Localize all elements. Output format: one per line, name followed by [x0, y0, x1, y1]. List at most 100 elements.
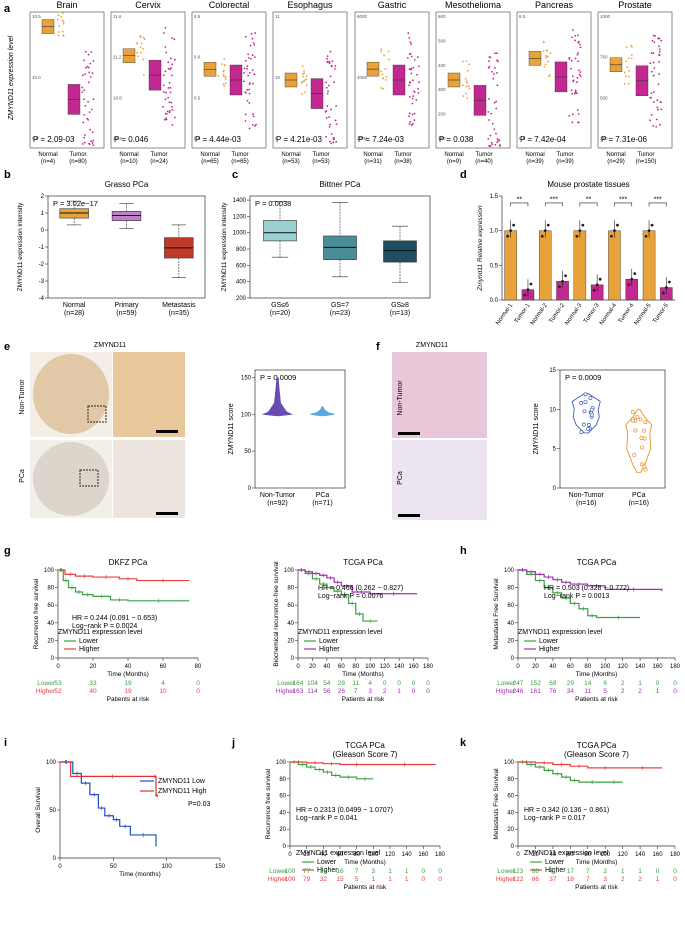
tumor-point — [326, 61, 329, 64]
normal-point — [303, 70, 305, 72]
x-tick-label: 120 — [380, 664, 391, 670]
data-point — [589, 412, 594, 417]
tumor-point — [84, 50, 87, 53]
tumor-point — [335, 105, 338, 107]
tumor-point — [244, 113, 247, 116]
y-tick-label: 0 — [511, 844, 515, 850]
data-point — [643, 420, 648, 425]
x-label-normal: Normal — [363, 152, 382, 158]
chart-title: DKFZ PCa — [109, 558, 148, 567]
group-label: Normal — [63, 302, 86, 309]
legend-title: ZMYND11 expression level — [58, 629, 143, 636]
y-axis-label: ZMYND11 score — [533, 403, 540, 454]
survival-curve-high — [58, 569, 190, 582]
legend-label-low: ZMYND11 Low — [158, 778, 206, 785]
panel-f-stain-label: ZMYND11 — [416, 342, 448, 349]
ihc-nontumor-zoom — [113, 352, 185, 437]
y-tick-label: 1200 — [233, 214, 247, 220]
tumor-point — [252, 42, 255, 44]
x-tick-label: 120 — [385, 852, 396, 858]
tumor-point — [164, 46, 167, 48]
normal-point — [136, 42, 139, 45]
panel-letter-i: i — [4, 737, 7, 749]
risk-count-low: 1 — [405, 868, 409, 875]
tumor-point — [653, 101, 655, 103]
axis-tick-label: 250 — [600, 136, 608, 141]
normal-point — [222, 70, 225, 73]
tumor-point — [83, 136, 85, 139]
tumor-point — [487, 98, 490, 100]
risk-row-label-low: Lower — [497, 868, 516, 875]
panel-f-row1-label: Non-Tumor — [397, 380, 404, 416]
chart-title: Mouse prostate tissues — [547, 180, 629, 189]
y-tick-label: 15 — [549, 368, 556, 374]
normal-point — [302, 75, 304, 78]
x-tick-label: 160 — [653, 852, 664, 858]
y-tick-label: 0 — [283, 844, 287, 850]
tumor-point — [325, 116, 328, 119]
tumor-point — [408, 112, 411, 115]
tumor-point — [577, 52, 580, 54]
data-point — [583, 392, 588, 397]
group-label: Non-Tumor — [260, 492, 296, 499]
x-label-normal: Normal — [606, 152, 625, 158]
group-label: Non-Tumor — [569, 492, 605, 499]
x-tick-label: 60 — [337, 852, 344, 858]
risk-count-high: 32 — [320, 876, 328, 883]
axis-tick-label: 9.5 — [194, 14, 201, 19]
y-tick-label: 40 — [507, 621, 514, 627]
axis-tick-label: 9.0 — [194, 55, 201, 60]
y-tick-label: 1 — [41, 211, 45, 217]
normal-point — [62, 12, 64, 14]
x-label-normal: Normal — [200, 152, 219, 158]
x-axis-label: Time (Months) — [107, 671, 149, 678]
tumor-point — [412, 79, 414, 82]
tumor-point — [248, 88, 251, 91]
axis-tick-label: 10 — [275, 75, 281, 80]
normal-point — [224, 78, 227, 80]
panel-a-pvalue: P = 7.31e-06 — [601, 135, 647, 144]
x-label-tumor: Tumor — [394, 152, 411, 158]
risk-row-label-low: Lower — [269, 868, 288, 875]
tumor-point — [655, 125, 658, 128]
normal-point — [545, 55, 547, 57]
tumor-point — [83, 114, 85, 116]
x-label-tumor-n: (n=40) — [475, 159, 493, 165]
risk-row-label-high: Higher — [496, 876, 516, 883]
y-tick-label: 0 — [53, 856, 57, 862]
y-tick-label: 20 — [287, 638, 294, 644]
y-tick-label: 50 — [49, 808, 56, 814]
normal-point — [462, 60, 464, 63]
data-point — [630, 418, 635, 423]
panel-e-stain-label: ZMYND11 — [94, 342, 126, 349]
data-point — [633, 272, 637, 276]
bar — [573, 230, 587, 301]
tumor-point — [254, 32, 256, 34]
axis-tick-label: 500 — [600, 95, 608, 100]
tumor-point — [90, 140, 93, 143]
tumor-point — [408, 84, 411, 87]
tumor-point — [330, 108, 332, 111]
hazard-ratio: HR = 0.244 (0.091 − 0.653) — [72, 615, 157, 622]
normal-point — [382, 87, 384, 90]
data-point — [647, 229, 651, 233]
tumor-point — [86, 65, 89, 68]
x-tick-label: 40 — [320, 852, 327, 858]
tumor-point — [82, 121, 85, 124]
tumor-point — [86, 117, 89, 120]
group-n: (n=35) — [169, 310, 189, 317]
normal-point — [223, 58, 226, 60]
axis-tick-label: 4000 — [357, 75, 368, 80]
normal-point — [546, 60, 549, 63]
tumor-point — [574, 90, 577, 93]
risk-count-low: 0 — [673, 868, 677, 875]
data-point — [509, 229, 513, 233]
bar — [504, 230, 517, 301]
risk-count-high: 1 — [372, 876, 376, 883]
tumor-point — [333, 81, 335, 83]
x-tick-label: 40 — [324, 664, 331, 670]
normal-point — [388, 58, 390, 61]
tumor-point — [328, 84, 330, 87]
tumor-point — [496, 141, 499, 144]
